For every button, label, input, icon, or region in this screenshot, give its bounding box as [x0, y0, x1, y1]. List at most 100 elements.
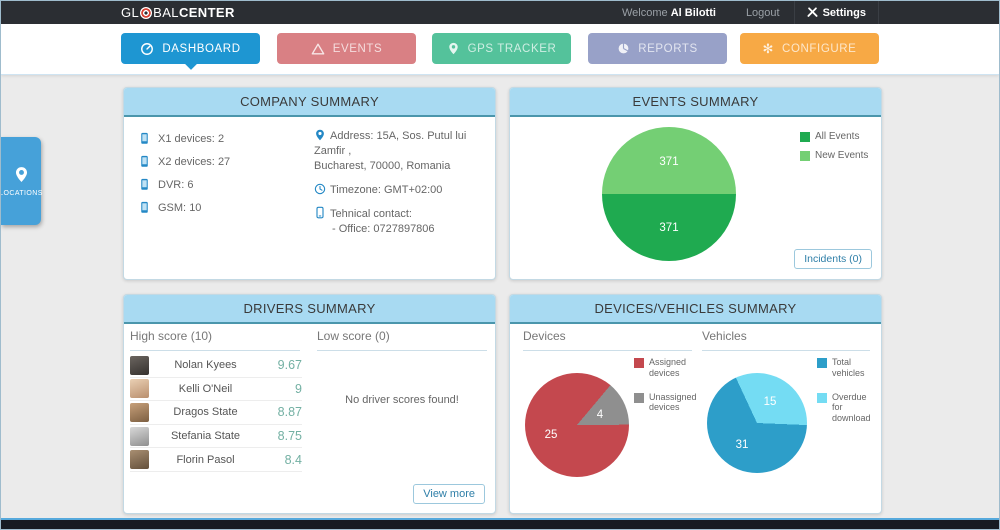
dvr-count: 6	[187, 178, 194, 191]
all-events-value: 371	[659, 222, 679, 234]
address-line1: Address: 15A, Sos. Putul lui Zamfir ,	[314, 130, 467, 157]
location-pin-icon	[15, 166, 27, 182]
settings-button[interactable]: Settings	[793, 1, 879, 24]
x1-devices-count: 2	[217, 132, 225, 145]
no-driver-scores-message: No driver scores found!	[345, 394, 459, 406]
main-nav: DASHBOARD EVENTS GPS TRACKER REPORTS	[1, 24, 999, 75]
table-row: Nolan Kyees 9.67	[130, 354, 302, 378]
logo-text-gl: GL	[121, 5, 140, 20]
unassigned-devices-swatch	[634, 392, 644, 403]
devices-heading: Devices	[523, 329, 692, 351]
phone-icon	[141, 155, 148, 167]
drivers-summary-title: DRIVERS SUMMARY	[124, 295, 495, 324]
tab-dashboard-label: DASHBOARD	[162, 42, 241, 55]
devices-vehicles-title: DEVICES/VEHICLES SUMMARY	[510, 295, 881, 324]
unassigned-devices-value: 4	[596, 409, 604, 421]
driver-name: Florin Pasol	[176, 453, 235, 466]
driver-name: Nolan Kyees	[174, 359, 237, 372]
legend-item-new-events: New Events	[800, 150, 868, 161]
locations-tab-label: LOCATIONS	[0, 189, 43, 197]
phone-icon	[141, 178, 148, 190]
assigned-devices-value: 25	[544, 429, 558, 441]
driver-score: 8.4	[284, 452, 302, 467]
list-item: DVR: 6	[138, 177, 230, 192]
overdue-vehicles-value: 15	[763, 396, 777, 408]
high-score-heading: High score (10)	[130, 329, 300, 351]
drivers-summary-panel: DRIVERS SUMMARY High score (10) Low scor…	[123, 294, 496, 514]
vehicles-pie-chart: 31 15	[707, 373, 807, 473]
phone-icon	[141, 132, 148, 144]
device-counts-list: X1 devices: 2 X2 devices: 27 DVR: 6 GSM:…	[138, 131, 230, 215]
tab-gps-tracker-label: GPS TRACKER	[467, 42, 557, 55]
pie-chart-icon	[617, 42, 630, 55]
vehicles-legend: Total vehicles Overdue for download	[817, 357, 879, 424]
driver-score: 8.75	[277, 429, 302, 444]
legend-item-all-events: All Events	[800, 131, 868, 142]
tab-dashboard[interactable]: DASHBOARD	[121, 33, 260, 70]
view-more-button[interactable]: View more	[413, 484, 485, 504]
avatar	[130, 355, 149, 375]
tab-configure[interactable]: ✻ CONFIGURE	[740, 33, 879, 64]
tab-gps-tracker[interactable]: GPS TRACKER	[432, 33, 571, 64]
topbar: GL BAL CENTER Welcome Al Bilotti Logout …	[1, 1, 999, 24]
pin-icon	[447, 42, 460, 55]
contact-office: - Office: 0727897806	[332, 223, 435, 236]
low-score-heading: Low score (0)	[317, 329, 487, 351]
total-vehicles-value: 31	[735, 439, 749, 451]
list-item: X2 devices: 27	[138, 154, 230, 169]
new-events-value: 371	[659, 156, 679, 168]
tab-configure-label: CONFIGURE	[782, 42, 857, 55]
contact-block: Tehnical contact: - Office: 0727897806	[314, 206, 484, 237]
logo-target-icon	[140, 6, 153, 19]
high-score-list: Nolan Kyees 9.67 Kelli O'Neil 9 Dragos S…	[130, 354, 302, 472]
active-tab-pointer	[184, 57, 197, 70]
address-block: Address: 15A, Sos. Putul lui Zamfir , Bu…	[314, 129, 484, 174]
address-line2: Bucharest, 70000, Romania	[314, 159, 451, 172]
table-row: Kelli O'Neil 9	[130, 378, 302, 402]
tab-reports-label: REPORTS	[638, 42, 698, 55]
events-summary-panel: EVENTS SUMMARY 371 371 All Events New Ev…	[509, 87, 882, 280]
locations-side-tab[interactable]: LOCATIONS	[0, 137, 43, 225]
logout-link[interactable]: Logout	[745, 6, 780, 19]
incidents-button[interactable]: Incidents (0)	[794, 249, 872, 269]
tab-reports[interactable]: REPORTS	[588, 33, 727, 64]
driver-score: 8.87	[277, 405, 302, 420]
tools-icon	[807, 7, 818, 17]
avatar	[130, 450, 149, 470]
driver-name: Kelli O'Neil	[178, 382, 233, 395]
settings-label: Settings	[822, 6, 866, 19]
driver-name: Stefania State	[170, 430, 241, 443]
legend-item-unassigned-devices: Unassigned devices	[634, 392, 697, 414]
x2-devices-count: 27	[217, 155, 231, 168]
logo-text-center: CENTER	[178, 5, 235, 20]
devices-pie-chart: 25 4	[525, 373, 629, 477]
avatar	[130, 379, 149, 399]
events-legend: All Events New Events	[800, 131, 868, 161]
events-summary-title: EVENTS SUMMARY	[510, 88, 881, 117]
avatar	[130, 426, 149, 446]
warning-icon	[311, 42, 325, 56]
tab-events[interactable]: EVENTS	[277, 33, 416, 64]
list-item: X1 devices: 2	[138, 131, 230, 146]
clock-icon	[314, 183, 326, 194]
legend-item-assigned-devices: Assigned devices	[634, 357, 696, 379]
company-info: Address: 15A, Sos. Putul lui Zamfir , Bu…	[314, 129, 484, 246]
devices-legend: Assigned devices Unassigned devices	[634, 357, 697, 414]
contact-title: Tehnical contact:	[330, 208, 412, 221]
vehicles-heading: Vehicles	[702, 329, 870, 351]
app-logo: GL BAL CENTER	[121, 5, 235, 20]
driver-score: 9.67	[277, 358, 302, 373]
gauge-icon	[140, 42, 154, 56]
company-summary-panel: COMPANY SUMMARY X1 devices: 2 X2 devices…	[123, 87, 496, 280]
topbar-user-area: Welcome Al Bilotti Logout Settings	[622, 1, 879, 24]
welcome-text: Welcome Al Bilotti	[622, 7, 716, 19]
table-row: Florin Pasol 8.4	[130, 448, 302, 472]
footer-strip	[1, 518, 999, 529]
events-pie-chart: 371 371	[602, 127, 736, 261]
map-pin-icon	[316, 129, 324, 141]
table-row: Stefania State 8.75	[130, 425, 302, 449]
driver-score: 9	[295, 381, 302, 396]
list-item: GSM: 10	[138, 200, 230, 215]
cog-icon: ✻	[762, 41, 775, 56]
